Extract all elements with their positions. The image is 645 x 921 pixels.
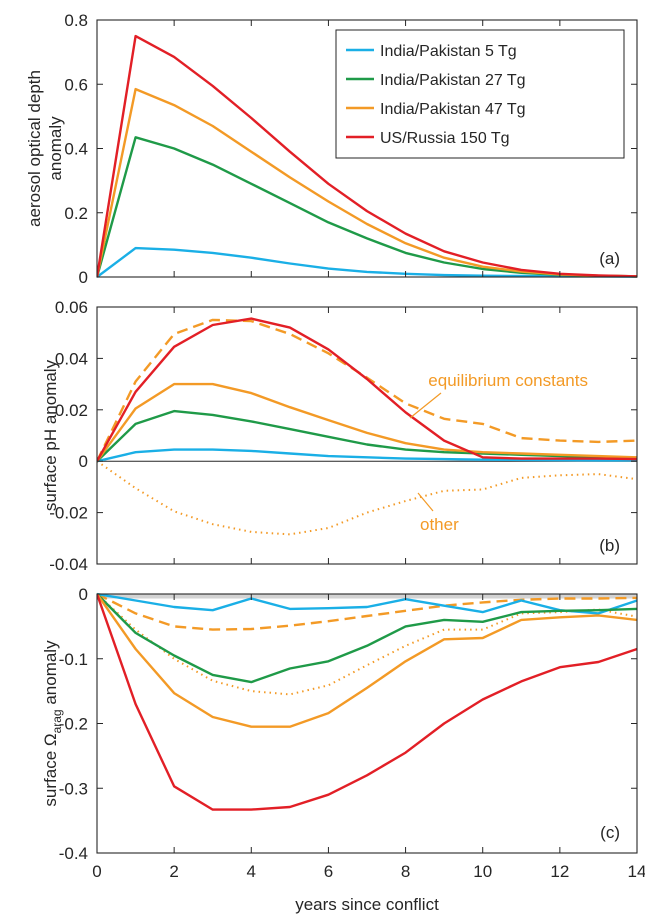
series-line-india-pakistan-5-tg (97, 246, 637, 278)
y-tick-label: 0 (79, 452, 88, 471)
series-line-india-pakistan-47-tg (97, 382, 637, 462)
x-tick-label: 12 (550, 862, 569, 881)
shaded-band (97, 594, 637, 599)
panel-tag: (c) (600, 823, 620, 842)
legend-label: India/Pakistan 5 Tg (380, 43, 517, 60)
y-axis-label-line: anomaly (46, 116, 65, 181)
legend-label: US/Russia 150 Tg (380, 130, 510, 147)
series-line-india-pakistan-27-tg (97, 409, 637, 463)
x-tick-label: 2 (169, 862, 178, 881)
panel-tag: (b) (599, 536, 620, 555)
y-tick-label: -0.1 (59, 650, 88, 669)
series-line-equilibrium-constants (97, 592, 637, 631)
series-line-india-pakistan-5-tg (97, 592, 637, 615)
legend-label: India/Pakistan 47 Tg (380, 101, 526, 118)
y-axis-label-subscript: arag (50, 709, 64, 733)
y-tick-label: 0 (79, 268, 88, 287)
series-line-us-russia-150-tg (97, 317, 637, 462)
x-tick-label: 4 (247, 862, 256, 881)
annotation-leader (417, 492, 434, 512)
y-tick-label: 0.2 (64, 204, 88, 223)
legend-label: India/Pakistan 27 Tg (380, 72, 526, 89)
y-tick-label: 0.6 (64, 75, 88, 94)
y-axis-label-part: anomaly (41, 640, 60, 709)
series-line-other (97, 460, 637, 536)
panel-tag: (a) (599, 249, 620, 268)
y-tick-label: 0.04 (55, 349, 88, 368)
y-axis-label: surface pH anomaly (41, 359, 60, 511)
legend-box (335, 29, 625, 159)
series-line-india-pakistan-47-tg (97, 593, 637, 728)
y-tick-label: 0.02 (55, 401, 88, 420)
y-tick-label: 0.4 (64, 140, 88, 159)
y-axis-label: surface Ωarag anomaly (41, 640, 64, 807)
y-tick-label: -0.2 (59, 715, 88, 734)
plot-area (97, 307, 637, 564)
annotation-leader (409, 392, 442, 419)
series-line-us-russia-150-tg (97, 34, 637, 278)
x-tick-label: 14 (628, 862, 645, 881)
panel-c: -0.4 -0.3 -0.2 -0.1 0 0 2 4 6 8 10 12 14 (c) surface Ω… (41, 585, 645, 881)
y-tick-label: -0.4 (59, 844, 88, 863)
panel-b: -0.04 -0.02 0 0.02 0.04 0.06 (b) surface pH ano… (41, 298, 638, 574)
x-axis-label: years since conflict (295, 895, 439, 914)
axes-box (96, 306, 638, 565)
annotation-other: other (420, 515, 459, 534)
x-tick-label: 10 (473, 862, 492, 881)
y-tick-label: 0.8 (64, 11, 88, 30)
x-tick-label: 6 (324, 862, 333, 881)
series-line-india-pakistan-5-tg (97, 448, 637, 463)
x-tick-label: 0 (92, 862, 101, 881)
series-line-india-pakistan-27-tg (97, 593, 637, 684)
y-tick-label: -0.3 (59, 779, 88, 798)
legend: India/Pakistan 5 Tg India/Pakistan 27 Tg I… (335, 29, 625, 159)
y-axis-label-line: aerosol optical depth (25, 70, 44, 227)
plot-area (97, 594, 637, 853)
y-axis-label-part: surface Ω (41, 733, 60, 806)
annotation-equilibrium-constants: equilibrium constants (428, 371, 588, 390)
series-line-us-russia-150-tg (97, 593, 637, 811)
y-tick-label: 0 (79, 585, 88, 604)
x-tick-label: 8 (401, 862, 410, 881)
y-tick-label: 0.06 (55, 298, 88, 317)
series-line-other (97, 593, 637, 696)
y-axis-label: aerosol optical depth anomaly (25, 70, 65, 227)
y-tick-label: -0.02 (49, 504, 88, 523)
y-tick-label: -0.04 (49, 555, 88, 574)
